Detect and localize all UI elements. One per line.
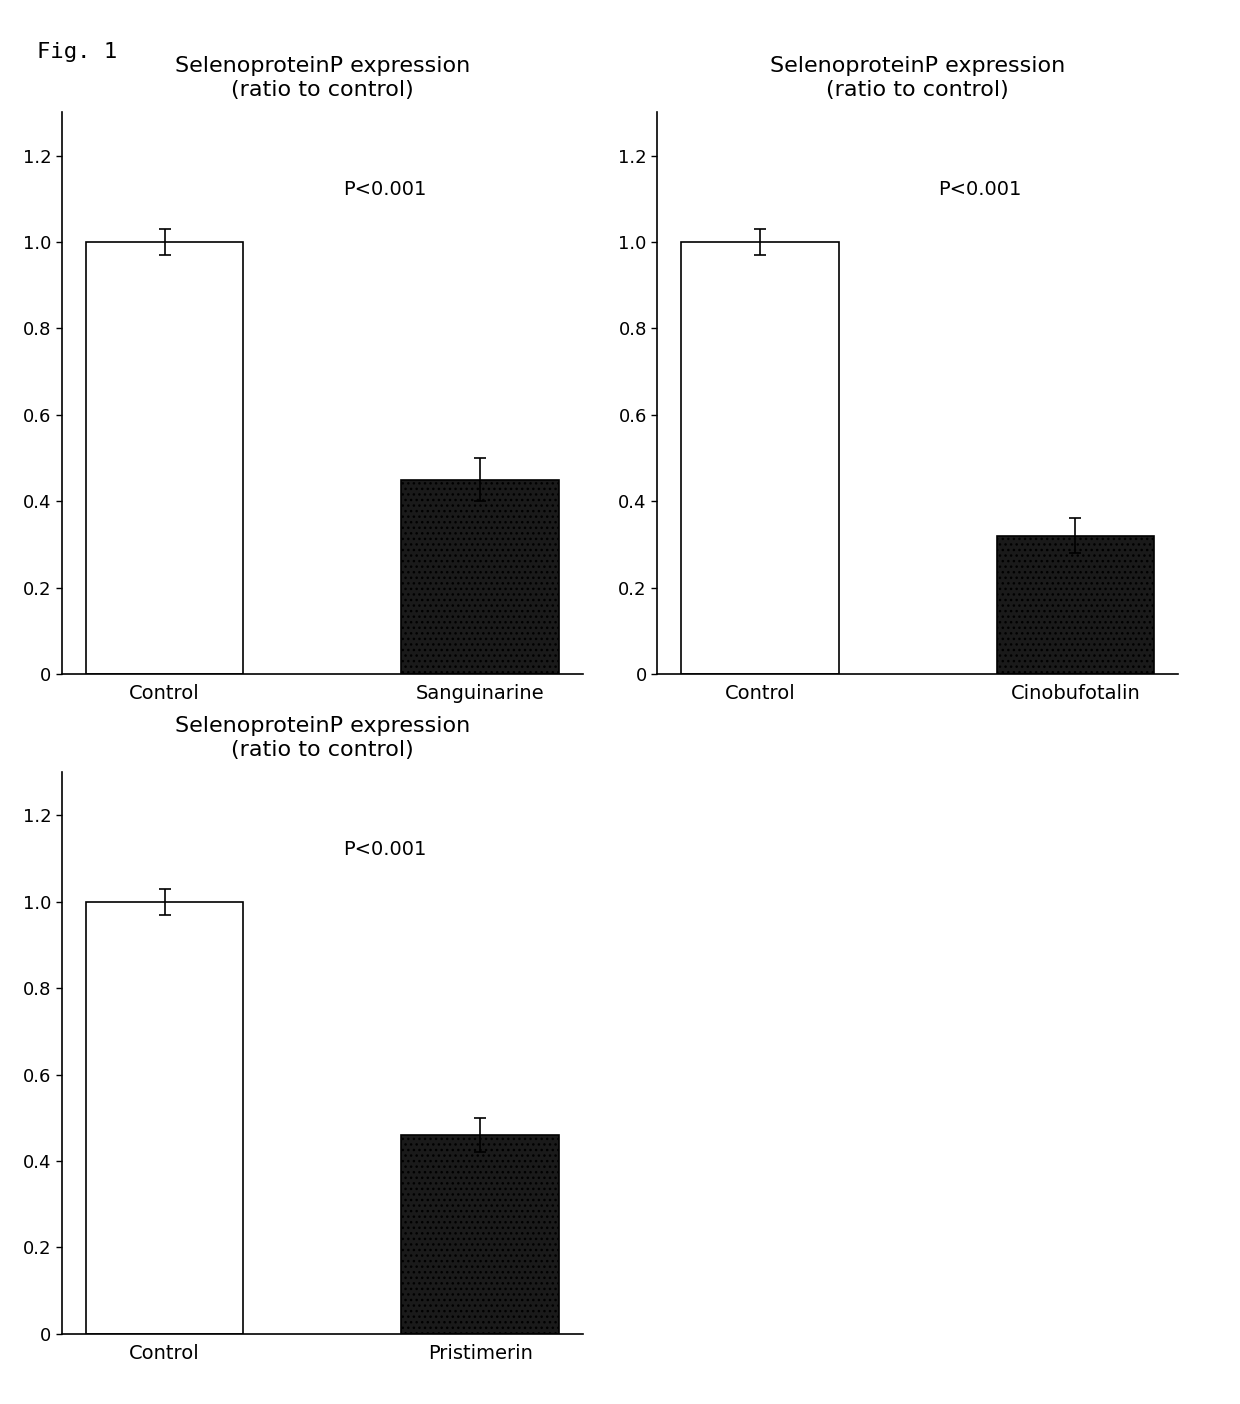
Bar — [86, 901, 243, 1334]
Bar — [997, 536, 1154, 674]
Text: P<0.001: P<0.001 — [939, 180, 1022, 199]
Bar — [402, 1134, 559, 1334]
Bar — [86, 241, 243, 674]
Bar — [681, 241, 838, 674]
Text: Fig. 1: Fig. 1 — [37, 42, 118, 62]
Text: P<0.001: P<0.001 — [343, 180, 427, 199]
Title: SelenoproteinP expression
(ratio to control): SelenoproteinP expression (ratio to cont… — [770, 56, 1065, 100]
Title: SelenoproteinP expression
(ratio to control): SelenoproteinP expression (ratio to cont… — [175, 56, 470, 100]
Text: P<0.001: P<0.001 — [343, 840, 427, 859]
Bar — [402, 480, 559, 674]
Title: SelenoproteinP expression
(ratio to control): SelenoproteinP expression (ratio to cont… — [175, 716, 470, 760]
